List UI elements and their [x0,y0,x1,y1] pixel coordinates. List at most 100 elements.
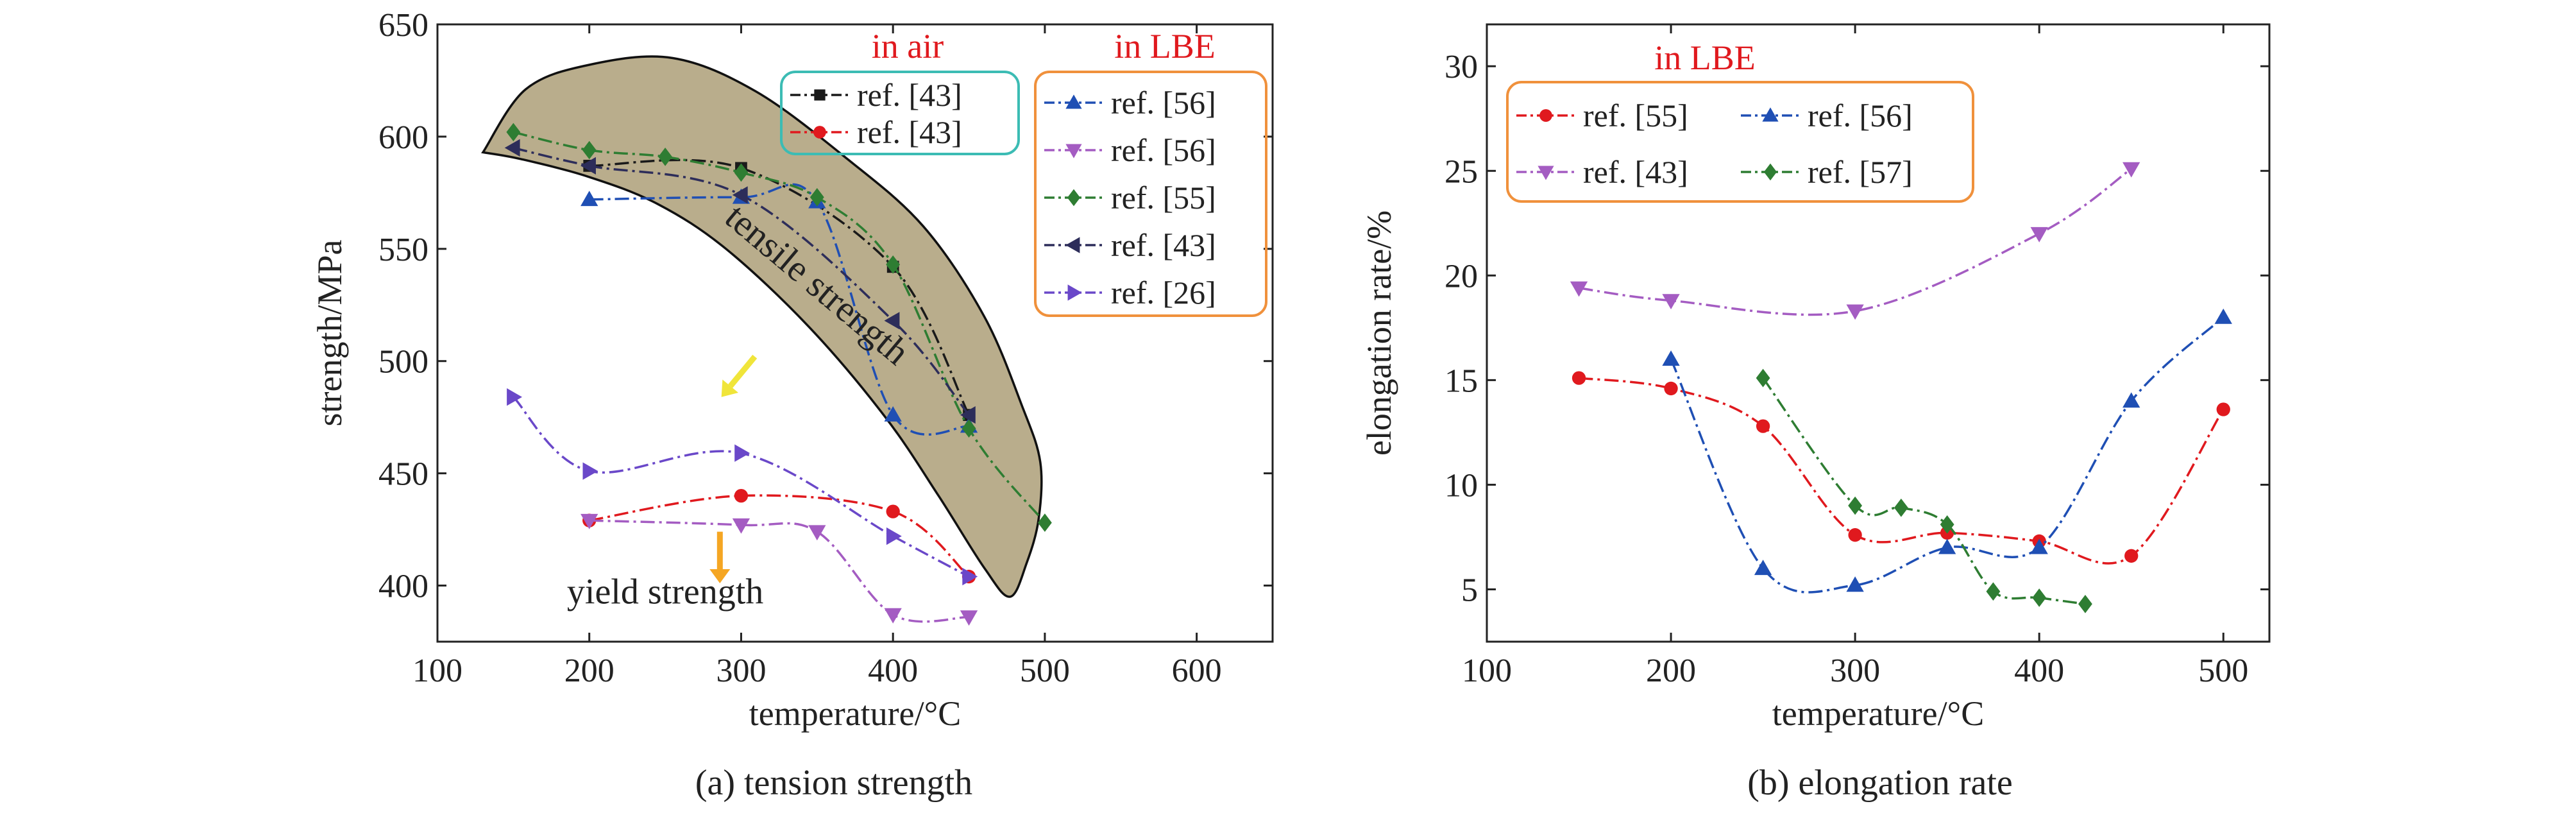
legend-marker [1065,94,1082,109]
legend-box-in-lbe [1034,71,1267,317]
legend-label: ref. [26] [1111,275,1216,311]
tension-strength-chart: 100 200 300 400 500 600 400 450 500 550 600 650 temp… [310,7,1274,733]
yield-strength-label: yield strength [567,572,763,612]
data-point [580,191,598,207]
data-point [732,186,748,204]
x-tick-label: 200 [564,653,614,689]
legend-label: ref. [56] [1111,85,1216,121]
y-tick-label: 25 [1445,153,1478,190]
data-point [1938,538,1956,554]
x-axis-label: temperature/°C [1772,694,1984,733]
x-tick-label: 100 [1462,653,1512,689]
plot-frame [436,23,1274,643]
y-axis-label: strength/MPa [310,239,349,426]
series [507,388,978,586]
y-tick-label: 15 [1445,363,1478,399]
data-point [2123,162,2140,178]
legend-marker [1762,107,1779,122]
annotation-arrowhead [709,569,731,584]
legend-marker [814,89,826,101]
series-line [589,158,970,416]
data-point [2123,392,2140,408]
tensile-strength-region [481,55,1043,598]
data-point [809,188,824,207]
series [580,513,978,626]
legend-label: ref. [43] [857,77,962,113]
legend-label: ref. [57] [1808,154,1913,190]
data-point [2078,594,2092,613]
data-point [507,388,523,406]
series [1570,162,2140,320]
data-point [2030,538,2048,554]
legend-marker [1538,166,1554,180]
x-axis-label: temperature/°C [749,694,961,733]
x-tick-label: 100 [412,653,462,689]
data-point [1037,513,1052,532]
legend-label: ref. [55] [1111,180,1216,216]
y-tick-label: 30 [1445,49,1478,85]
series-line [513,146,970,416]
legend-marker [1763,163,1777,181]
data-point [886,504,900,518]
series [582,488,976,584]
x-tick-label: 600 [1172,653,1222,689]
series-line [589,494,970,578]
series-line [1579,167,2132,316]
data-point [732,518,750,534]
legend-box-in-air [780,71,1020,155]
data-point [886,527,902,545]
y-tick-label: 5 [1461,572,1478,608]
legend-label: ref. [55] [1583,98,1688,133]
data-point [960,406,976,424]
data-point [1662,350,1680,366]
data-point [1662,294,1680,310]
legend-marker [813,126,826,139]
data-point [582,462,598,480]
data-point [1754,560,1772,576]
legend-label: ref. [56] [1808,98,1913,133]
data-point [1664,381,1678,396]
data-point [1756,419,1770,433]
data-point [1570,281,1588,297]
legend-marker [1067,284,1082,301]
data-point [1986,582,2001,601]
data-point [1572,371,1586,385]
data-point [1756,368,1770,388]
elongation-rate-chart: 100 200 300 400 500 5 10 15 20 25 30 temperature/°C… [1360,23,2271,733]
annotation-arrowhead [721,379,739,397]
y-tick-label: 400 [378,569,428,605]
annotation-arrow-shaft [728,354,758,388]
legend-label: ref. [43] [1583,154,1688,190]
data-point [1940,515,1954,534]
data-point [884,406,902,422]
data-point [884,608,902,624]
data-point [1848,496,1863,515]
y-tick-label: 650 [378,7,428,44]
data-point [960,610,978,626]
y-tick-label: 500 [378,344,428,381]
panel-a-caption: (a) tension strength [695,763,972,803]
data-point [2124,549,2139,563]
legend-marker [1067,189,1081,207]
data-point [2032,588,2047,607]
legend-label: ref. [43] [857,114,962,150]
series [1756,368,2092,613]
data-point [580,513,598,529]
series-line [1762,377,2086,606]
data-point [658,148,673,166]
x-tick-label: 500 [1020,653,1070,689]
y-tick-label: 20 [1445,258,1478,295]
legend-label: ref. [43] [1111,227,1216,263]
plot-frame [1486,23,2271,643]
x-tick-label: 300 [1830,653,1880,689]
legend-marker [1065,237,1080,253]
x-tick-label: 200 [1646,653,1696,689]
data-point [1894,498,1908,517]
data-point [582,141,597,160]
data-point [580,157,596,175]
legend-box-in-lbe [1506,81,1974,203]
y-tick-label: 10 [1445,467,1478,504]
legend-title-in-air: in air [872,27,944,65]
data-point [884,312,900,330]
data-point [1846,576,1864,592]
